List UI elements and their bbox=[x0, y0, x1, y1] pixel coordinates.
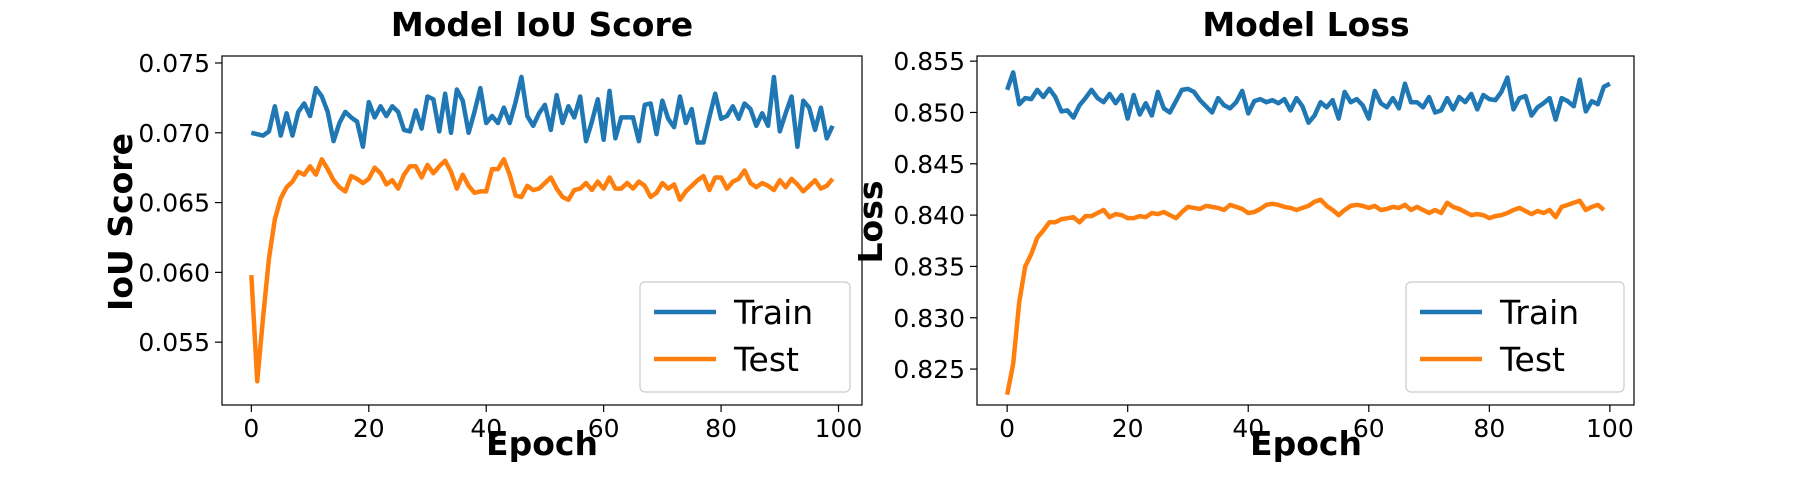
y-tick-label: 0.835 bbox=[893, 252, 965, 281]
plot-frame bbox=[221, 55, 863, 406]
chart-title: Model IoU Score bbox=[391, 5, 693, 44]
x-tick-label: 40 bbox=[470, 414, 502, 443]
y-axis-label: Loss bbox=[851, 181, 890, 264]
x-tick-label: 100 bbox=[1586, 414, 1634, 443]
series-line-train bbox=[250, 74, 835, 149]
x-tick-label: 0 bbox=[243, 414, 259, 443]
x-tick-label: 40 bbox=[1232, 414, 1264, 443]
loss-chart: Model Loss Epoch Loss 0 20 40 60 80 100 0.825 0… bbox=[851, 5, 1635, 463]
y-tick-label: 0.855 bbox=[893, 47, 965, 76]
y-tick-label: 0.840 bbox=[893, 201, 965, 230]
y-tick-label: 0.055 bbox=[138, 328, 210, 357]
y-tick-label: 0.830 bbox=[893, 304, 965, 333]
y-tick-label: 0.825 bbox=[893, 355, 965, 384]
x-axis-label: Epoch bbox=[1250, 424, 1362, 463]
y-tick-label: 0.845 bbox=[893, 150, 965, 179]
iou-score-chart: Model IoU Score Epoch IoU Score 0 20 40 60 8… bbox=[101, 5, 863, 463]
legend-label-test: Test bbox=[733, 340, 799, 379]
legend-label-train: Train bbox=[1499, 293, 1579, 332]
x-tick-label: 100 bbox=[815, 414, 863, 443]
x-tick-label: 20 bbox=[1112, 414, 1144, 443]
legend-label-train: Train bbox=[733, 293, 813, 332]
x-tick-label: 60 bbox=[1353, 414, 1385, 443]
x-tick-label: 0 bbox=[999, 414, 1015, 443]
y-tick-label: 0.060 bbox=[138, 258, 210, 287]
x-tick-label: 80 bbox=[1473, 414, 1505, 443]
series-line-test bbox=[249, 157, 835, 384]
x-axis-label: Epoch bbox=[486, 424, 598, 463]
x-tick-label: 20 bbox=[353, 414, 385, 443]
plot-frame bbox=[976, 55, 1635, 406]
series-line-test bbox=[1004, 197, 1606, 396]
y-tick-label: 0.850 bbox=[893, 98, 965, 127]
legend-label-test: Test bbox=[1499, 340, 1565, 379]
legend-box bbox=[1405, 281, 1625, 393]
x-tick-label: 60 bbox=[588, 414, 620, 443]
y-tick-label: 0.065 bbox=[138, 189, 210, 218]
y-axis-label: IoU Score bbox=[101, 133, 140, 311]
legend-box bbox=[639, 281, 851, 393]
chart-title: Model Loss bbox=[1202, 5, 1409, 44]
series-line-train bbox=[1005, 70, 1611, 125]
x-tick-label: 80 bbox=[705, 414, 737, 443]
y-tick-label: 0.070 bbox=[138, 119, 210, 148]
y-tick-label: 0.075 bbox=[138, 49, 210, 78]
